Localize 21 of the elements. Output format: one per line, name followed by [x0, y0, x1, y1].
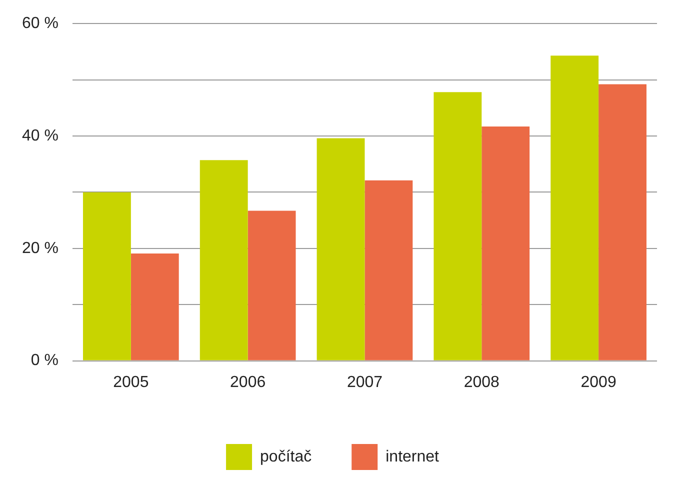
legend-label: internet	[386, 448, 440, 466]
bar	[130, 253, 179, 360]
y-tick-label: 60 %	[22, 15, 58, 32]
bar	[316, 138, 365, 360]
legend-label: počítač	[260, 448, 312, 466]
x-tick-label: 2008	[464, 374, 500, 391]
bar	[482, 126, 530, 360]
x-tick-label: 2009	[580, 374, 616, 391]
bar	[434, 92, 482, 360]
x-tick-label: 2005	[113, 374, 149, 391]
y-tick-label: 0 %	[30, 352, 58, 370]
bar	[248, 210, 296, 360]
bar	[364, 180, 413, 360]
bar	[598, 84, 646, 360]
bar	[550, 56, 599, 360]
y-tick-label: 20 %	[22, 240, 58, 257]
bar	[82, 192, 131, 360]
y-tick-label: 40 %	[22, 127, 58, 144]
x-tick-label: 2007	[346, 374, 383, 391]
x-tick-label: 2006	[230, 374, 266, 391]
bar	[200, 160, 248, 360]
